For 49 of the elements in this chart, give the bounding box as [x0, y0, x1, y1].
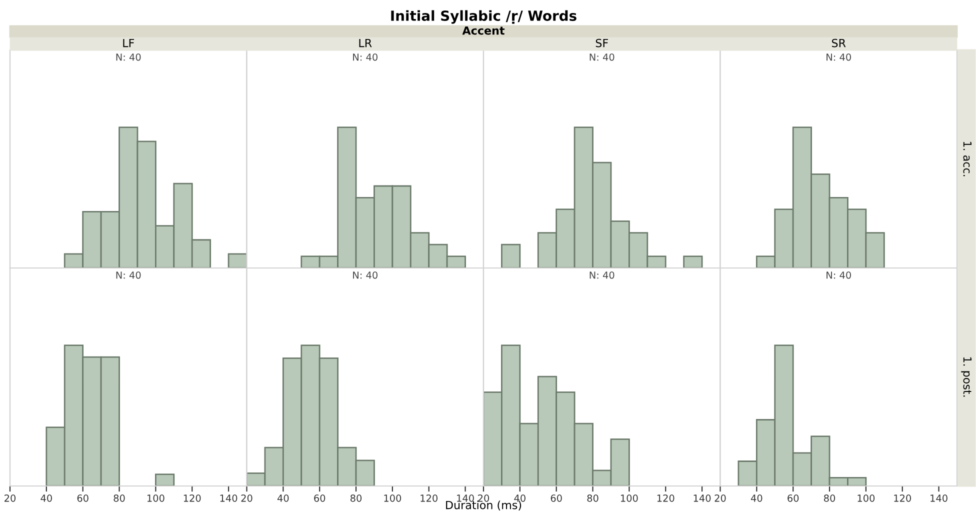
x-tick-label: 80 — [114, 494, 125, 502]
x-tick-label: 40 — [750, 494, 762, 502]
text: Initial Syllabic /ṛ/ Words — [391, 10, 576, 24]
x-tick-label: 60 — [550, 494, 562, 502]
x-tick-label: 100 — [858, 494, 875, 502]
x-tick-label: 20 — [4, 494, 16, 502]
x-tick-label: 60 — [77, 494, 88, 502]
bar — [154, 474, 175, 486]
x-tick-label: 140 — [930, 494, 948, 502]
x-tick-label: 40 — [514, 494, 526, 502]
text: N: 40 — [116, 53, 141, 61]
chart-title: LF — [123, 38, 134, 48]
text: N: 40 — [826, 271, 851, 279]
x-tick-label: 140 — [220, 494, 238, 502]
x-tick-label: 40 — [277, 494, 289, 502]
x-tick-label: 100 — [384, 494, 402, 502]
x-tick-label: 80 — [824, 494, 836, 502]
text: N: 40 — [353, 53, 378, 61]
x-tick-label: 140 — [457, 494, 474, 502]
chart-title: LR — [359, 38, 372, 48]
x-tick-label: 80 — [350, 494, 362, 502]
x-tick-label: 20 — [478, 494, 490, 502]
y2-axis-title: 1. acc. — [963, 142, 972, 176]
x-tick-label: 120 — [894, 494, 911, 502]
x-tick-label: 60 — [788, 494, 799, 502]
text: N: 40 — [590, 271, 614, 279]
x-tick-label: 40 — [40, 494, 52, 502]
bar — [683, 256, 703, 268]
text: N: 40 — [826, 53, 851, 61]
y2-axis-title: 1. post. — [961, 357, 972, 397]
x-tick-label: 120 — [420, 494, 438, 502]
chart-title: SF — [596, 38, 608, 48]
x-tick-label: 100 — [620, 494, 638, 502]
text: N: 40 — [590, 53, 614, 61]
x-tick-label: 120 — [657, 494, 674, 502]
chart-title: SR — [832, 38, 846, 48]
x-tick-label: 120 — [184, 494, 201, 502]
x-tick-label: 140 — [694, 494, 711, 502]
bar — [228, 253, 247, 268]
x-tick-label: 60 — [314, 494, 326, 502]
bar — [501, 244, 521, 268]
x-tick-label: 100 — [147, 494, 164, 502]
text: N: 40 — [353, 271, 378, 279]
text: Duration (ms) — [446, 500, 522, 511]
text: Accent — [462, 26, 505, 35]
x-tick-label: 80 — [587, 494, 598, 502]
x-tick-label: 20 — [714, 494, 726, 502]
x-tick-label: 20 — [241, 494, 252, 502]
text: N: 40 — [116, 271, 141, 279]
